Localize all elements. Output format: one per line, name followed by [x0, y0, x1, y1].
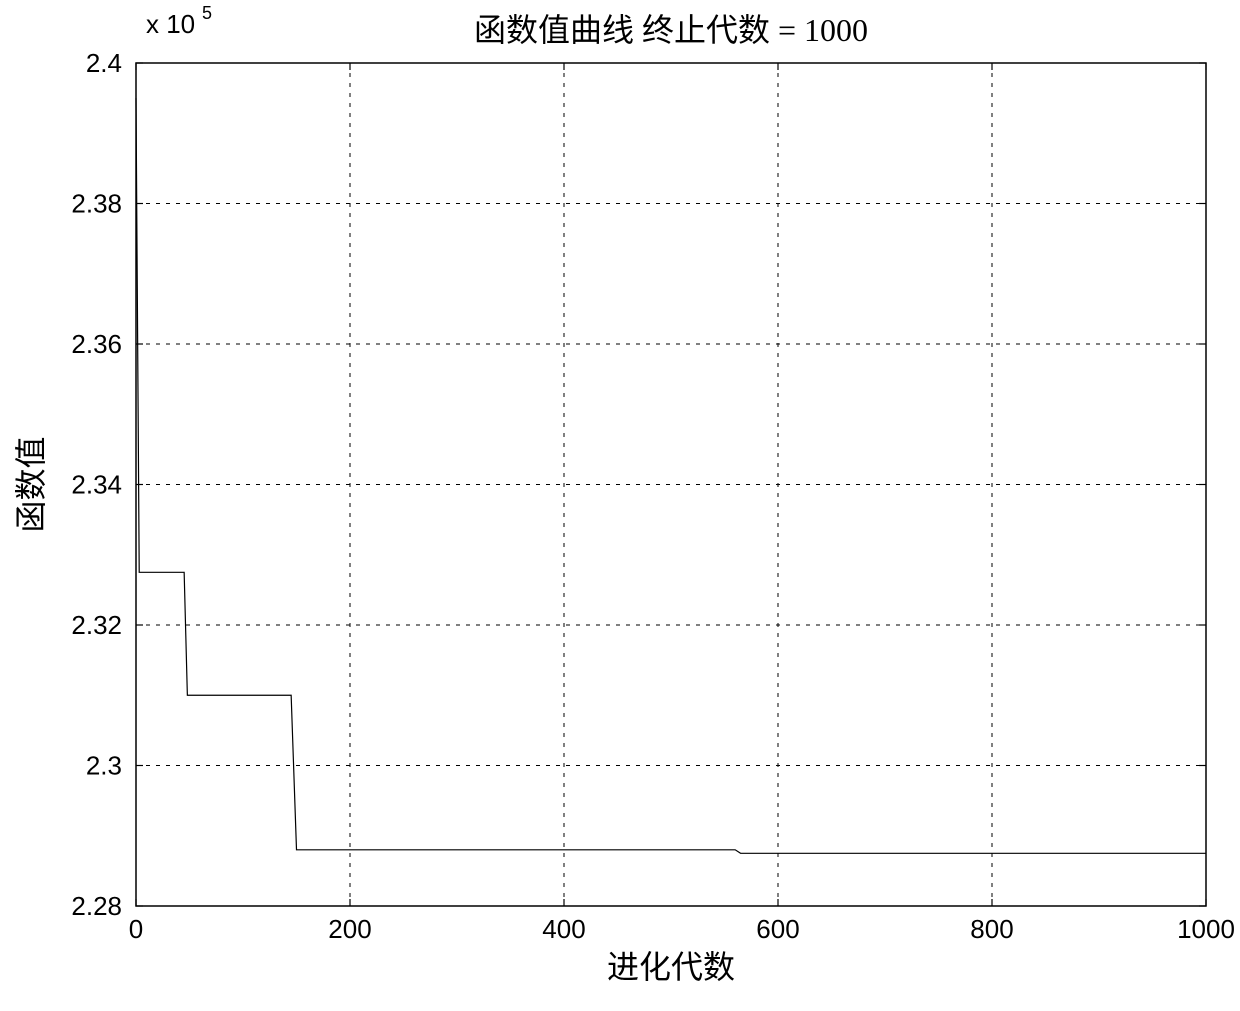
svg-text:5: 5	[202, 3, 212, 23]
y-tick-label: 2.3	[86, 751, 122, 781]
x-tick-label: 0	[129, 914, 143, 944]
x-tick-label: 200	[328, 914, 371, 944]
x-tick-label: 400	[542, 914, 585, 944]
x-tick-label: 800	[970, 914, 1013, 944]
y-tick-label: 2.28	[71, 891, 122, 921]
svg-text:x 10: x 10	[146, 9, 195, 39]
y-axis-label: 函数值	[13, 436, 49, 532]
x-axis-label: 进化代数	[607, 949, 735, 985]
y-tick-label: 2.38	[71, 189, 122, 219]
y-tick-label: 2.34	[71, 470, 122, 500]
y-tick-label: 2.4	[86, 48, 122, 78]
chart-container: 0 200 400 600 800 1000 2.28 2.3 2.32 2.34 2.36 2.38…	[0, 0, 1240, 1011]
y-tick-label: 2.36	[71, 329, 122, 359]
y-tick-label: 2.32	[71, 610, 122, 640]
line-chart: 0 200 400 600 800 1000 2.28 2.3 2.32 2.34 2.36 2.38…	[0, 0, 1240, 1011]
x-tick-label: 1000	[1177, 914, 1235, 944]
x-tick-label: 600	[756, 914, 799, 944]
chart-title: 函数值曲线 终止代数 = 1000	[474, 12, 868, 48]
